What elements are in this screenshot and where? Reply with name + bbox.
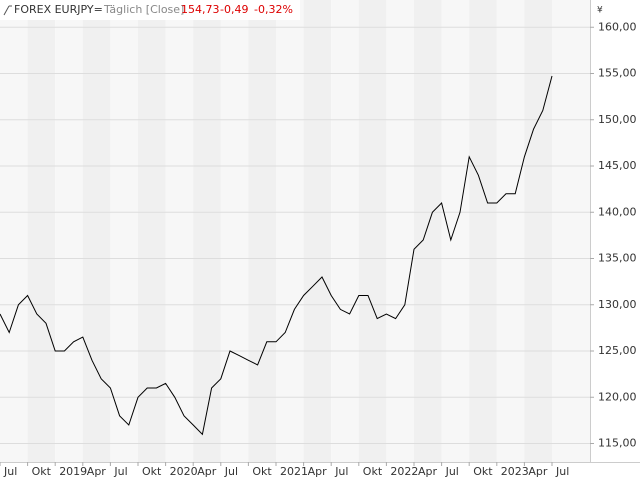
x-tick-label: 2021 [280, 465, 308, 478]
x-tick-label: 2023 [501, 465, 529, 478]
y-tick-label: 150,00 [598, 113, 637, 126]
y-tick-label: 135,00 [598, 252, 637, 265]
header-bg [0, 0, 300, 20]
x-tick-label: Apr [197, 465, 217, 478]
band [469, 0, 497, 462]
x-tick-label: Okt [142, 465, 162, 478]
x-tick-label: Okt [32, 465, 52, 478]
bands [0, 0, 590, 462]
band [193, 0, 221, 462]
last-price: 154,73 [181, 3, 220, 16]
y-axis-label: ¥ [597, 6, 603, 16]
band [220, 0, 249, 462]
band [496, 0, 525, 462]
x-tick-label: Jul [224, 465, 238, 478]
band [55, 0, 83, 462]
interval: Täglich [Close] [103, 3, 184, 16]
band [276, 0, 304, 462]
y-tick-label: 160,00 [598, 20, 637, 33]
y-tick-label: 145,00 [598, 159, 637, 172]
price-line [0, 75, 553, 436]
x-tick-label: Jul [445, 465, 459, 478]
instrument: FOREX EURJPY= [14, 3, 103, 16]
change: -0,49 [220, 3, 248, 16]
band [138, 0, 166, 462]
band [303, 0, 332, 462]
x-tick-label: Apr [87, 465, 107, 478]
x-tick-label: 2019 [59, 465, 87, 478]
band [386, 0, 414, 462]
y-tick-label: 130,00 [598, 298, 637, 311]
x-tick-label: Jul [3, 465, 17, 478]
y-tick-label: 115,00 [598, 437, 637, 450]
band [358, 0, 387, 462]
band [165, 0, 194, 462]
x-tick-label: Okt [252, 465, 272, 478]
band [414, 0, 442, 462]
change-pct: -0,32% [254, 3, 293, 16]
band [331, 0, 359, 462]
x-tick-label: Okt [363, 465, 383, 478]
x-tick-label: Apr [308, 465, 328, 478]
band [552, 0, 590, 462]
band [27, 0, 56, 462]
y-tick-label: 155,00 [598, 67, 637, 80]
band [82, 0, 111, 462]
y-tick-label: 140,00 [598, 205, 637, 218]
x-tick-label: Apr [418, 465, 438, 478]
y-tick-label: 120,00 [598, 390, 637, 403]
band [0, 0, 28, 462]
x-tick-label: Okt [473, 465, 493, 478]
x-tick-label: Apr [528, 465, 548, 478]
band [441, 0, 470, 462]
grid [0, 26, 590, 444]
band [110, 0, 138, 462]
band [248, 0, 276, 462]
chart-icon [3, 5, 12, 16]
band [524, 0, 552, 462]
y-tick-label: 125,00 [598, 344, 637, 357]
x-tick-label: Jul [334, 465, 348, 478]
x-tick-label: 2022 [390, 465, 418, 478]
x-tick-label: 2020 [170, 465, 198, 478]
x-tick-label: Jul [555, 465, 569, 478]
x-tick-label: Jul [113, 465, 127, 478]
